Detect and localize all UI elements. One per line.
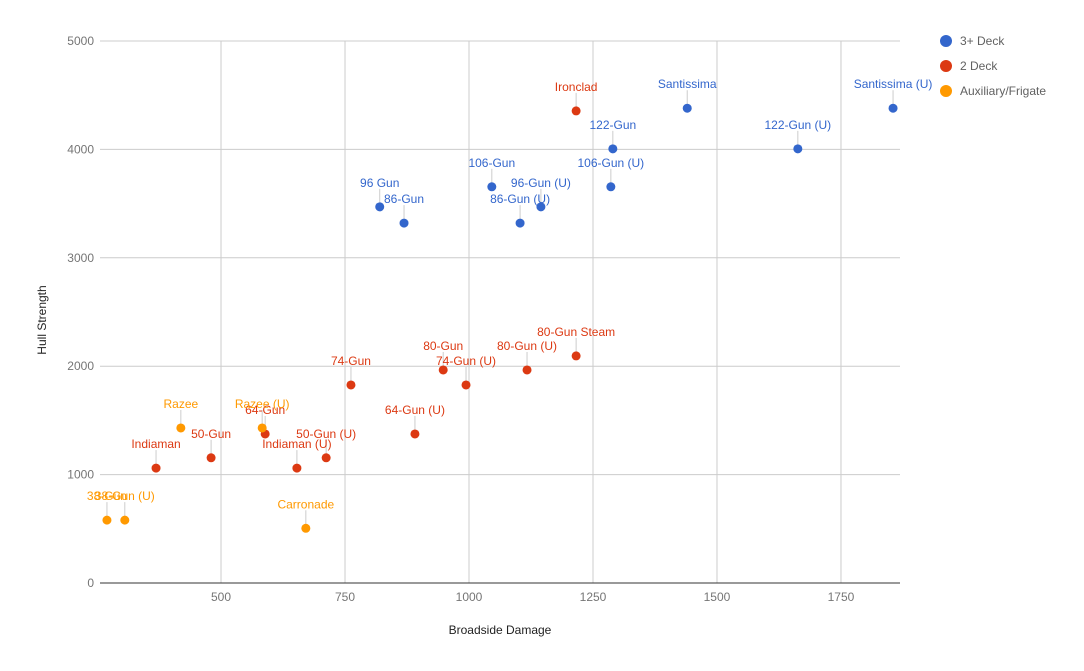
x-tick-label: 750 — [335, 590, 355, 604]
data-label: 86-Gun — [384, 192, 424, 206]
data-label: Ironclad — [555, 80, 598, 94]
y-tick-label: 3000 — [67, 251, 94, 265]
data-label: 96-Gun (U) — [511, 176, 571, 190]
data-label: 38-Gun (U) — [95, 489, 155, 503]
data-label: 106-Gun — [468, 156, 515, 170]
y-tick-label: 2000 — [67, 359, 94, 373]
data-point[interactable] — [399, 218, 409, 228]
label-layer: 96 Gun 86-Gun 106-Gun 96-Gun (U) 86-Gun (U) 1… — [87, 77, 932, 511]
legend-marker-icon — [940, 85, 952, 97]
grid-layer — [100, 40, 900, 583]
data-label: Santissima — [658, 77, 717, 91]
legend-item-label: Auxiliary/Frigate — [960, 84, 1046, 98]
data-point[interactable] — [888, 103, 898, 113]
data-label: 74-Gun — [331, 354, 371, 368]
x-tick-label: 1500 — [704, 590, 731, 604]
data-point[interactable] — [438, 365, 448, 375]
data-label: 122-Gun — [589, 118, 636, 132]
data-point[interactable] — [536, 202, 546, 212]
y-tick-label: 0 — [87, 576, 94, 590]
data-label: 50-Gun (U) — [296, 427, 356, 441]
data-point[interactable] — [793, 144, 803, 154]
data-label: Carronade — [277, 497, 334, 511]
data-point[interactable] — [487, 182, 497, 192]
data-point[interactable] — [257, 423, 267, 433]
data-point[interactable] — [301, 523, 311, 533]
legend: 3+ Deck 2 Deck Auxiliary/Frigate — [940, 34, 1046, 98]
data-label: 38-Gun — [87, 489, 127, 503]
data-point[interactable] — [321, 453, 331, 463]
data-label: 64-Gun — [245, 403, 285, 417]
data-point[interactable] — [120, 515, 130, 525]
data-point[interactable] — [292, 463, 302, 473]
data-label: 106-Gun (U) — [577, 156, 644, 170]
x-tick-label: 1750 — [828, 590, 855, 604]
data-point[interactable] — [176, 423, 186, 433]
data-point[interactable] — [571, 106, 581, 116]
data-label: Santissima (U) — [854, 77, 933, 91]
y-axis-title: Hull Strength — [35, 285, 49, 354]
data-point[interactable] — [571, 351, 581, 361]
data-label: 80-Gun (U) — [497, 339, 557, 353]
data-label: 80-Gun Steam — [537, 325, 615, 339]
x-axis-title: Broadside Damage — [449, 623, 552, 637]
data-point[interactable] — [682, 103, 692, 113]
x-tick-label: 1250 — [580, 590, 607, 604]
legend-item-label: 3+ Deck — [960, 34, 1005, 48]
y-tick-label: 1000 — [67, 468, 94, 482]
data-point[interactable] — [461, 380, 471, 390]
y-tick-label: 4000 — [67, 142, 94, 156]
x-tick-label: 1000 — [456, 590, 483, 604]
data-label: 74-Gun (U) — [436, 354, 496, 368]
x-tick-label: 500 — [211, 590, 231, 604]
data-label: 86-Gun (U) — [490, 192, 550, 206]
data-label: 122-Gun (U) — [764, 118, 831, 132]
data-point[interactable] — [151, 463, 161, 473]
legend-item-label: 2 Deck — [960, 59, 998, 73]
data-label: Razee (U) — [235, 397, 290, 411]
data-label: 50-Gun — [191, 427, 231, 441]
data-point[interactable] — [608, 144, 618, 154]
data-label: Indiaman (U) — [262, 437, 331, 451]
data-label: 64-Gun (U) — [385, 403, 445, 417]
data-point[interactable] — [606, 182, 616, 192]
leader-layer — [106, 90, 894, 525]
legend-marker-icon — [940, 35, 952, 47]
data-label: 80-Gun — [423, 339, 463, 353]
data-point[interactable] — [375, 202, 385, 212]
data-point[interactable] — [522, 365, 532, 375]
data-point[interactable] — [206, 453, 216, 463]
point-layer — [102, 103, 898, 533]
data-label: Razee — [163, 397, 198, 411]
data-point[interactable] — [346, 380, 356, 390]
axis-layer: 0 1000 2000 3000 4000 5000 500 750 1000 1250 1500 1… — [67, 34, 900, 604]
data-label: 96 Gun — [360, 176, 399, 190]
data-point[interactable] — [515, 218, 525, 228]
data-point[interactable] — [410, 429, 420, 439]
data-label: Indiaman — [131, 437, 180, 451]
data-point[interactable] — [102, 515, 112, 525]
y-tick-label: 5000 — [67, 34, 94, 48]
legend-marker-icon — [940, 60, 952, 72]
